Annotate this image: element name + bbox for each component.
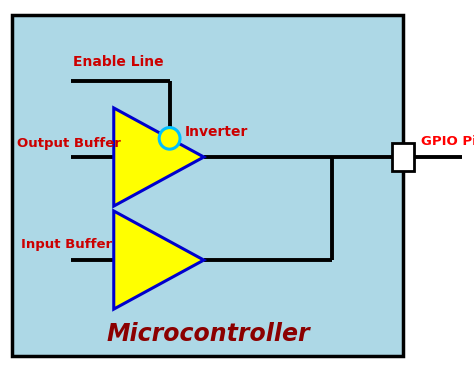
Text: GPIO Pin: GPIO Pin (421, 135, 474, 148)
Polygon shape (114, 108, 204, 206)
Text: Input Buffer: Input Buffer (21, 238, 112, 251)
Bar (12, 15, 403, 356)
Text: Inverter: Inverter (185, 125, 248, 139)
Circle shape (159, 128, 180, 149)
Text: Enable Line: Enable Line (73, 55, 164, 69)
Text: Output Buffer: Output Buffer (17, 137, 120, 150)
Polygon shape (114, 211, 204, 309)
Text: Microcontroller: Microcontroller (107, 322, 310, 346)
Bar (392, 143, 413, 171)
